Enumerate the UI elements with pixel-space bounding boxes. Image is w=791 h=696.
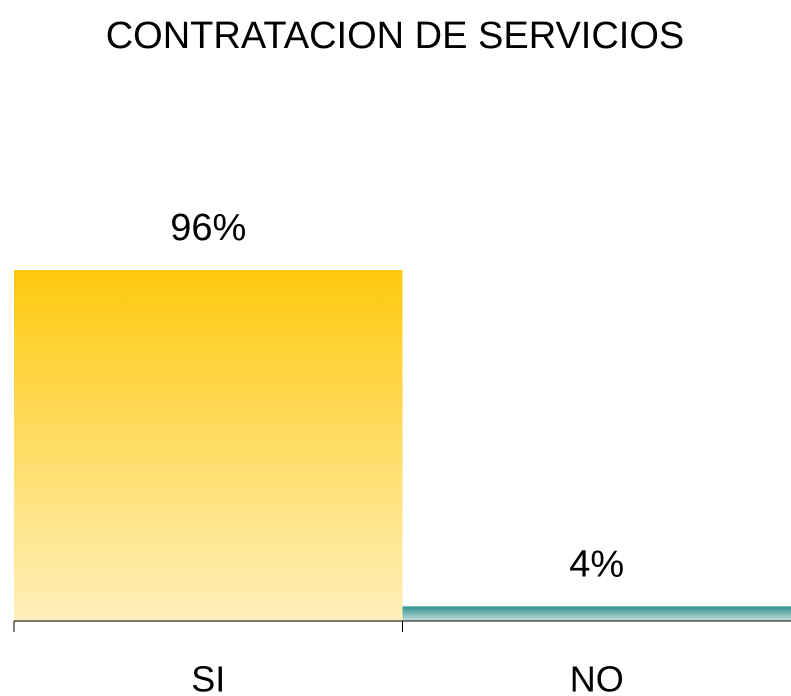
x-tick-label: SI [191,659,225,696]
value-label: 4% [569,543,624,585]
bar-shade [402,606,791,621]
chart-title: CONTRATACION DE SERVICIOS [106,15,685,57]
x-tick-label: NO [570,659,624,696]
bar-shade [14,270,403,621]
value-label: 96% [170,207,246,249]
